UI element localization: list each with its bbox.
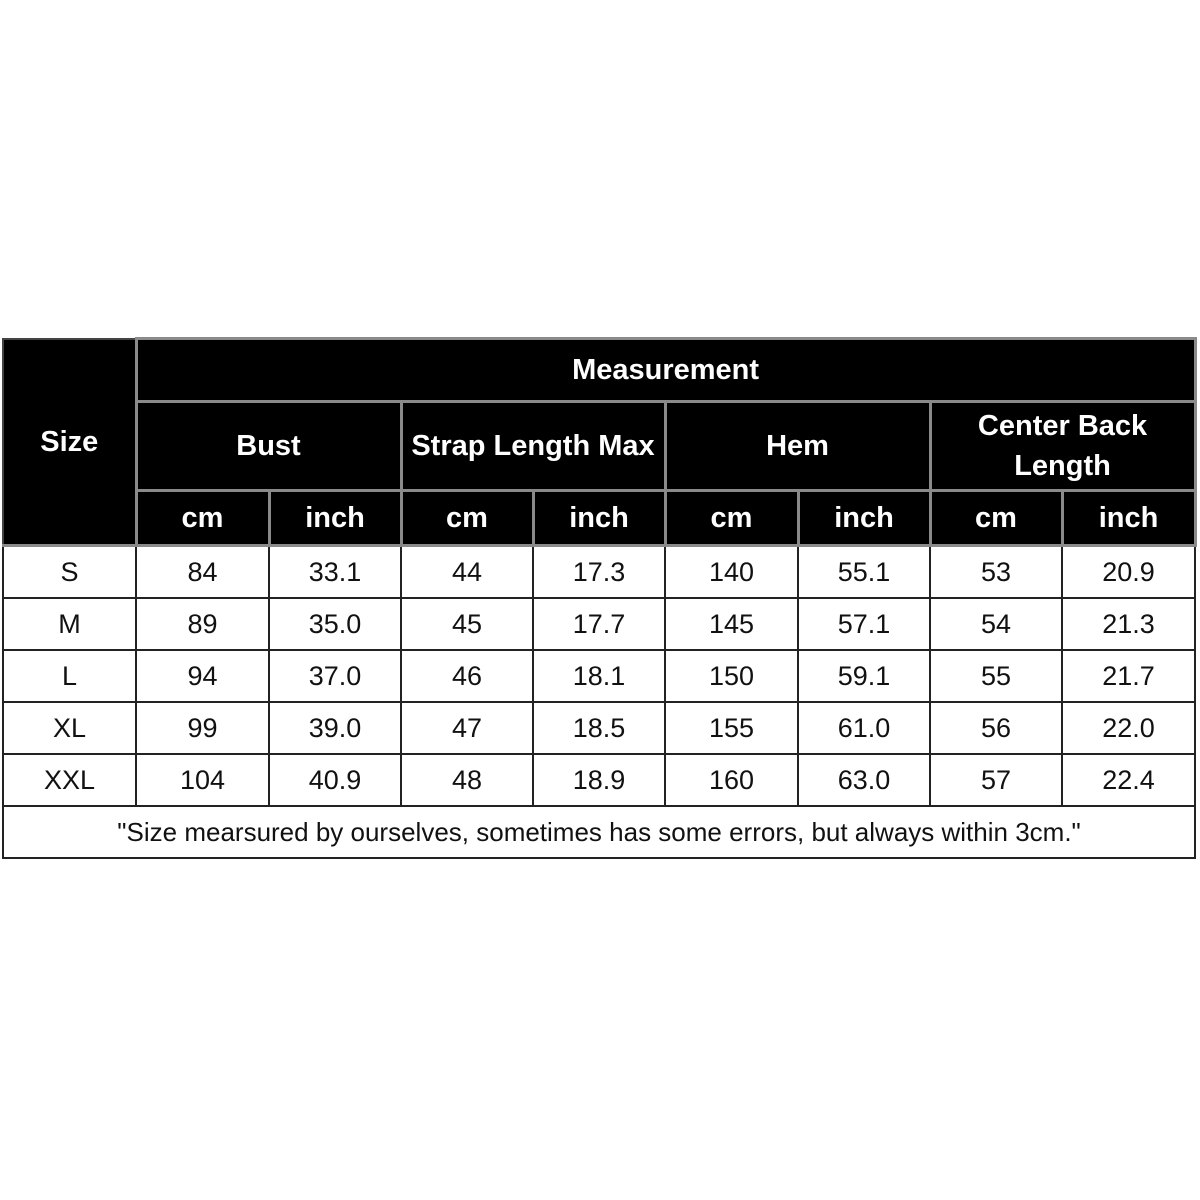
value-cell: 99 <box>135 701 270 755</box>
value-cell: 63.0 <box>797 753 931 807</box>
table-row: XL 99 39.0 47 18.5 155 61.0 56 22.0 <box>2 701 1197 755</box>
measure-header-hem: Hem <box>663 400 932 492</box>
value-cell: 18.9 <box>532 753 666 807</box>
measure-header-strap-length-max: Strap Length Max <box>399 400 667 492</box>
size-cell: XXL <box>2 753 137 807</box>
unit-header-cm: cm <box>134 489 271 547</box>
unit-header-cm: cm <box>928 489 1064 547</box>
value-cell: 145 <box>664 597 799 651</box>
value-cell: 47 <box>400 701 534 755</box>
value-cell: 21.7 <box>1060 649 1197 703</box>
value-cell: 89 <box>135 597 270 651</box>
table-row: L 94 37.0 46 18.1 150 59.1 55 21.7 <box>2 649 1197 703</box>
measure-header-center-back-length: Center Back Length <box>928 400 1197 492</box>
value-cell: 21.3 <box>1060 597 1197 651</box>
value-cell: 104 <box>135 753 270 807</box>
unit-header-cm: cm <box>399 489 535 547</box>
table-row: XXL 104 40.9 48 18.9 160 63.0 57 22.4 <box>2 753 1197 807</box>
table-row: S 84 33.1 44 17.3 140 55.1 53 20.9 <box>2 544 1197 599</box>
value-cell: 55 <box>929 649 1063 703</box>
value-cell: 44 <box>400 544 534 599</box>
value-cell: 56 <box>929 701 1063 755</box>
value-cell: 57 <box>929 753 1063 807</box>
value-cell: 59.1 <box>797 649 931 703</box>
value-cell: 155 <box>664 701 799 755</box>
value-cell: 54 <box>929 597 1063 651</box>
value-cell: 35.0 <box>268 597 402 651</box>
unit-header-inch: inch <box>531 489 667 547</box>
value-cell: 22.0 <box>1060 701 1197 755</box>
size-cell: XL <box>2 701 137 755</box>
measure-header-bust: Bust <box>134 400 403 492</box>
value-cell: 45 <box>400 597 534 651</box>
value-cell: 39.0 <box>268 701 402 755</box>
value-cell: 53 <box>929 544 1063 599</box>
size-header: Size <box>2 337 138 547</box>
value-cell: 17.7 <box>532 597 666 651</box>
value-cell: 61.0 <box>797 701 931 755</box>
unit-header-inch: inch <box>267 489 403 547</box>
unit-header-cm: cm <box>663 489 800 547</box>
size-cell: M <box>2 597 137 651</box>
measurement-header: Measurement <box>134 337 1197 403</box>
size-cell: S <box>2 544 137 599</box>
table-row: M 89 35.0 45 17.7 145 57.1 54 21.3 <box>2 597 1197 651</box>
value-cell: 18.5 <box>532 701 666 755</box>
value-cell: 33.1 <box>268 544 402 599</box>
value-cell: 17.3 <box>532 544 666 599</box>
value-cell: 37.0 <box>268 649 402 703</box>
value-cell: 140 <box>664 544 799 599</box>
value-cell: 46 <box>400 649 534 703</box>
value-cell: 55.1 <box>797 544 931 599</box>
unit-header-inch: inch <box>796 489 932 547</box>
value-cell: 84 <box>135 544 270 599</box>
value-cell: 150 <box>664 649 799 703</box>
value-cell: 160 <box>664 753 799 807</box>
value-cell: 40.9 <box>268 753 402 807</box>
value-cell: 20.9 <box>1060 544 1197 599</box>
unit-header-inch: inch <box>1060 489 1197 547</box>
value-cell: 22.4 <box>1060 753 1197 807</box>
value-cell: 94 <box>135 649 270 703</box>
size-cell: L <box>2 649 137 703</box>
measurement-note: "Size mearsured by ourselves, sometimes … <box>1 805 1197 859</box>
value-cell: 48 <box>400 753 534 807</box>
value-cell: 18.1 <box>532 649 666 703</box>
value-cell: 57.1 <box>797 597 931 651</box>
size-chart-table: Size Measurement Bust Strap Length Max Hem… <box>1 337 1197 859</box>
